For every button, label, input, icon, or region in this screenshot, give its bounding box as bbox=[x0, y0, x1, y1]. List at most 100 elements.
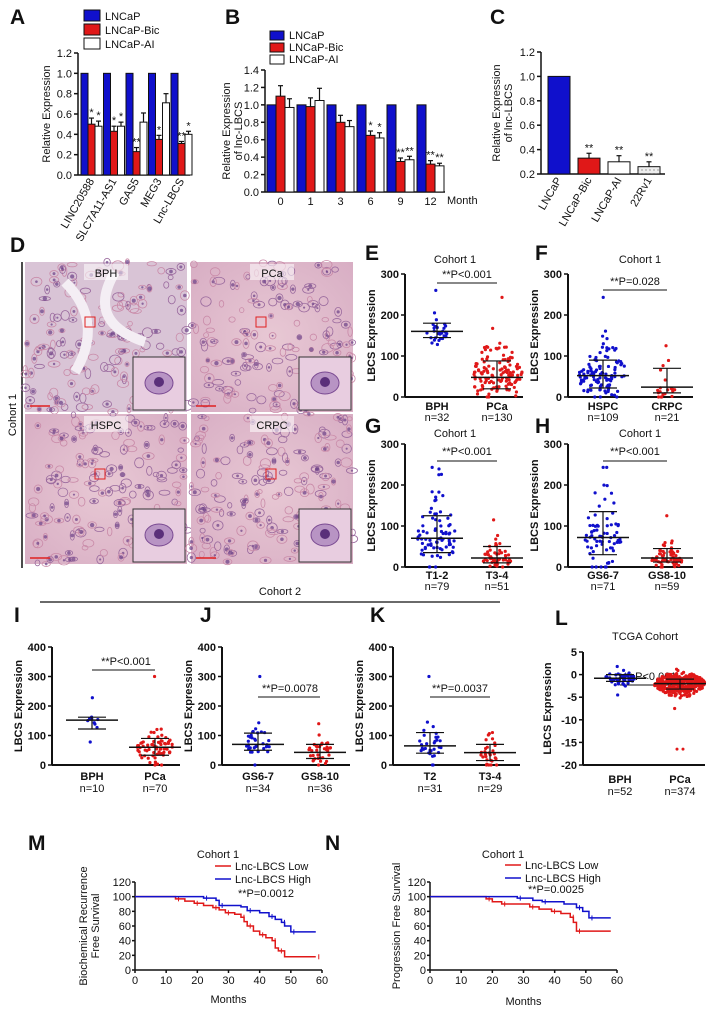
nucleus bbox=[218, 387, 221, 390]
nucleus bbox=[230, 436, 234, 440]
cell bbox=[175, 284, 183, 290]
data-point bbox=[419, 552, 423, 556]
y-tick-label: 200 bbox=[381, 310, 399, 322]
cell bbox=[321, 472, 330, 482]
data-point bbox=[311, 753, 315, 758]
cell bbox=[118, 482, 127, 494]
cell bbox=[242, 338, 250, 349]
cell bbox=[30, 276, 43, 287]
cell bbox=[293, 449, 306, 455]
data-point bbox=[612, 542, 616, 546]
cell bbox=[299, 472, 310, 481]
data-point bbox=[494, 541, 498, 546]
nucleus bbox=[271, 458, 277, 464]
bar-LNCaP-AI bbox=[607, 161, 631, 175]
y-tick-label: 100 bbox=[544, 521, 562, 533]
cell bbox=[229, 433, 235, 442]
group-n: n=21 bbox=[655, 412, 680, 424]
nucleus bbox=[174, 463, 178, 467]
data-point bbox=[679, 560, 684, 564]
data-point bbox=[416, 529, 420, 533]
data-point bbox=[594, 544, 599, 548]
cell bbox=[84, 368, 92, 379]
data-point bbox=[160, 752, 164, 756]
data-point bbox=[612, 533, 617, 538]
cell bbox=[210, 492, 221, 498]
roi-marker bbox=[84, 316, 96, 328]
nucleus bbox=[47, 464, 51, 468]
y-tick-label: 0.0 bbox=[244, 187, 259, 199]
data-point bbox=[512, 385, 516, 390]
cell bbox=[226, 549, 235, 557]
y-tick-label: 0.6 bbox=[57, 109, 72, 121]
data-point bbox=[499, 551, 504, 555]
data-point bbox=[429, 506, 433, 510]
cell bbox=[305, 483, 315, 495]
group-label: BPH bbox=[80, 771, 103, 783]
data-point bbox=[656, 388, 660, 392]
data-point bbox=[431, 725, 435, 729]
cell bbox=[171, 460, 182, 470]
cell bbox=[239, 498, 249, 504]
cell bbox=[314, 261, 323, 269]
p-value: **P<0.001 bbox=[442, 269, 492, 281]
cell bbox=[321, 317, 329, 323]
data-point bbox=[499, 373, 503, 377]
data-point bbox=[605, 561, 610, 565]
data-point bbox=[594, 368, 599, 372]
cell bbox=[340, 320, 351, 329]
cell bbox=[24, 340, 30, 348]
data-point bbox=[515, 367, 519, 371]
nucleus bbox=[251, 544, 254, 547]
nucleus bbox=[100, 331, 104, 335]
cell bbox=[28, 503, 37, 513]
data-point bbox=[674, 554, 678, 558]
cell bbox=[75, 402, 89, 412]
cell bbox=[59, 337, 66, 347]
cell bbox=[209, 276, 217, 287]
nucleus bbox=[138, 295, 143, 299]
nucleus bbox=[137, 484, 142, 489]
cell bbox=[286, 366, 293, 377]
y-tick-label: 0.2 bbox=[520, 169, 535, 181]
data-point bbox=[257, 721, 261, 725]
cell bbox=[98, 330, 106, 336]
nucleus bbox=[117, 501, 122, 505]
cell bbox=[89, 485, 100, 492]
y-tick-label: 100 bbox=[113, 892, 131, 904]
cell bbox=[234, 281, 240, 291]
nucleus bbox=[248, 359, 252, 363]
nucleus bbox=[127, 407, 131, 411]
y-tick-label: 300 bbox=[381, 439, 399, 451]
data-point bbox=[437, 467, 441, 471]
cell bbox=[47, 392, 53, 401]
group-label: T2 bbox=[424, 771, 437, 783]
data-point bbox=[504, 345, 508, 349]
cell bbox=[253, 543, 260, 551]
bar-LNCaP-AI bbox=[139, 121, 148, 176]
cell bbox=[230, 370, 242, 377]
cell bbox=[92, 444, 99, 455]
legend-label: LNCaP-Bic bbox=[289, 42, 344, 54]
data-point bbox=[617, 540, 622, 544]
cell bbox=[223, 537, 236, 545]
cell bbox=[102, 400, 112, 408]
nucleus bbox=[262, 279, 267, 284]
nucleus bbox=[88, 481, 92, 486]
data-point bbox=[166, 740, 171, 744]
cell bbox=[302, 285, 315, 294]
cell bbox=[83, 480, 96, 487]
cell bbox=[236, 525, 247, 537]
cell bbox=[276, 381, 284, 389]
data-point bbox=[419, 749, 423, 753]
data-point bbox=[420, 746, 424, 750]
nucleus bbox=[105, 260, 109, 264]
nucleus bbox=[235, 284, 239, 288]
data-point bbox=[501, 353, 506, 357]
nucleus bbox=[78, 455, 82, 459]
data-point bbox=[663, 378, 667, 382]
roi-marker bbox=[255, 316, 267, 328]
cell bbox=[284, 506, 293, 515]
x-tick-label: 3 bbox=[337, 196, 343, 208]
